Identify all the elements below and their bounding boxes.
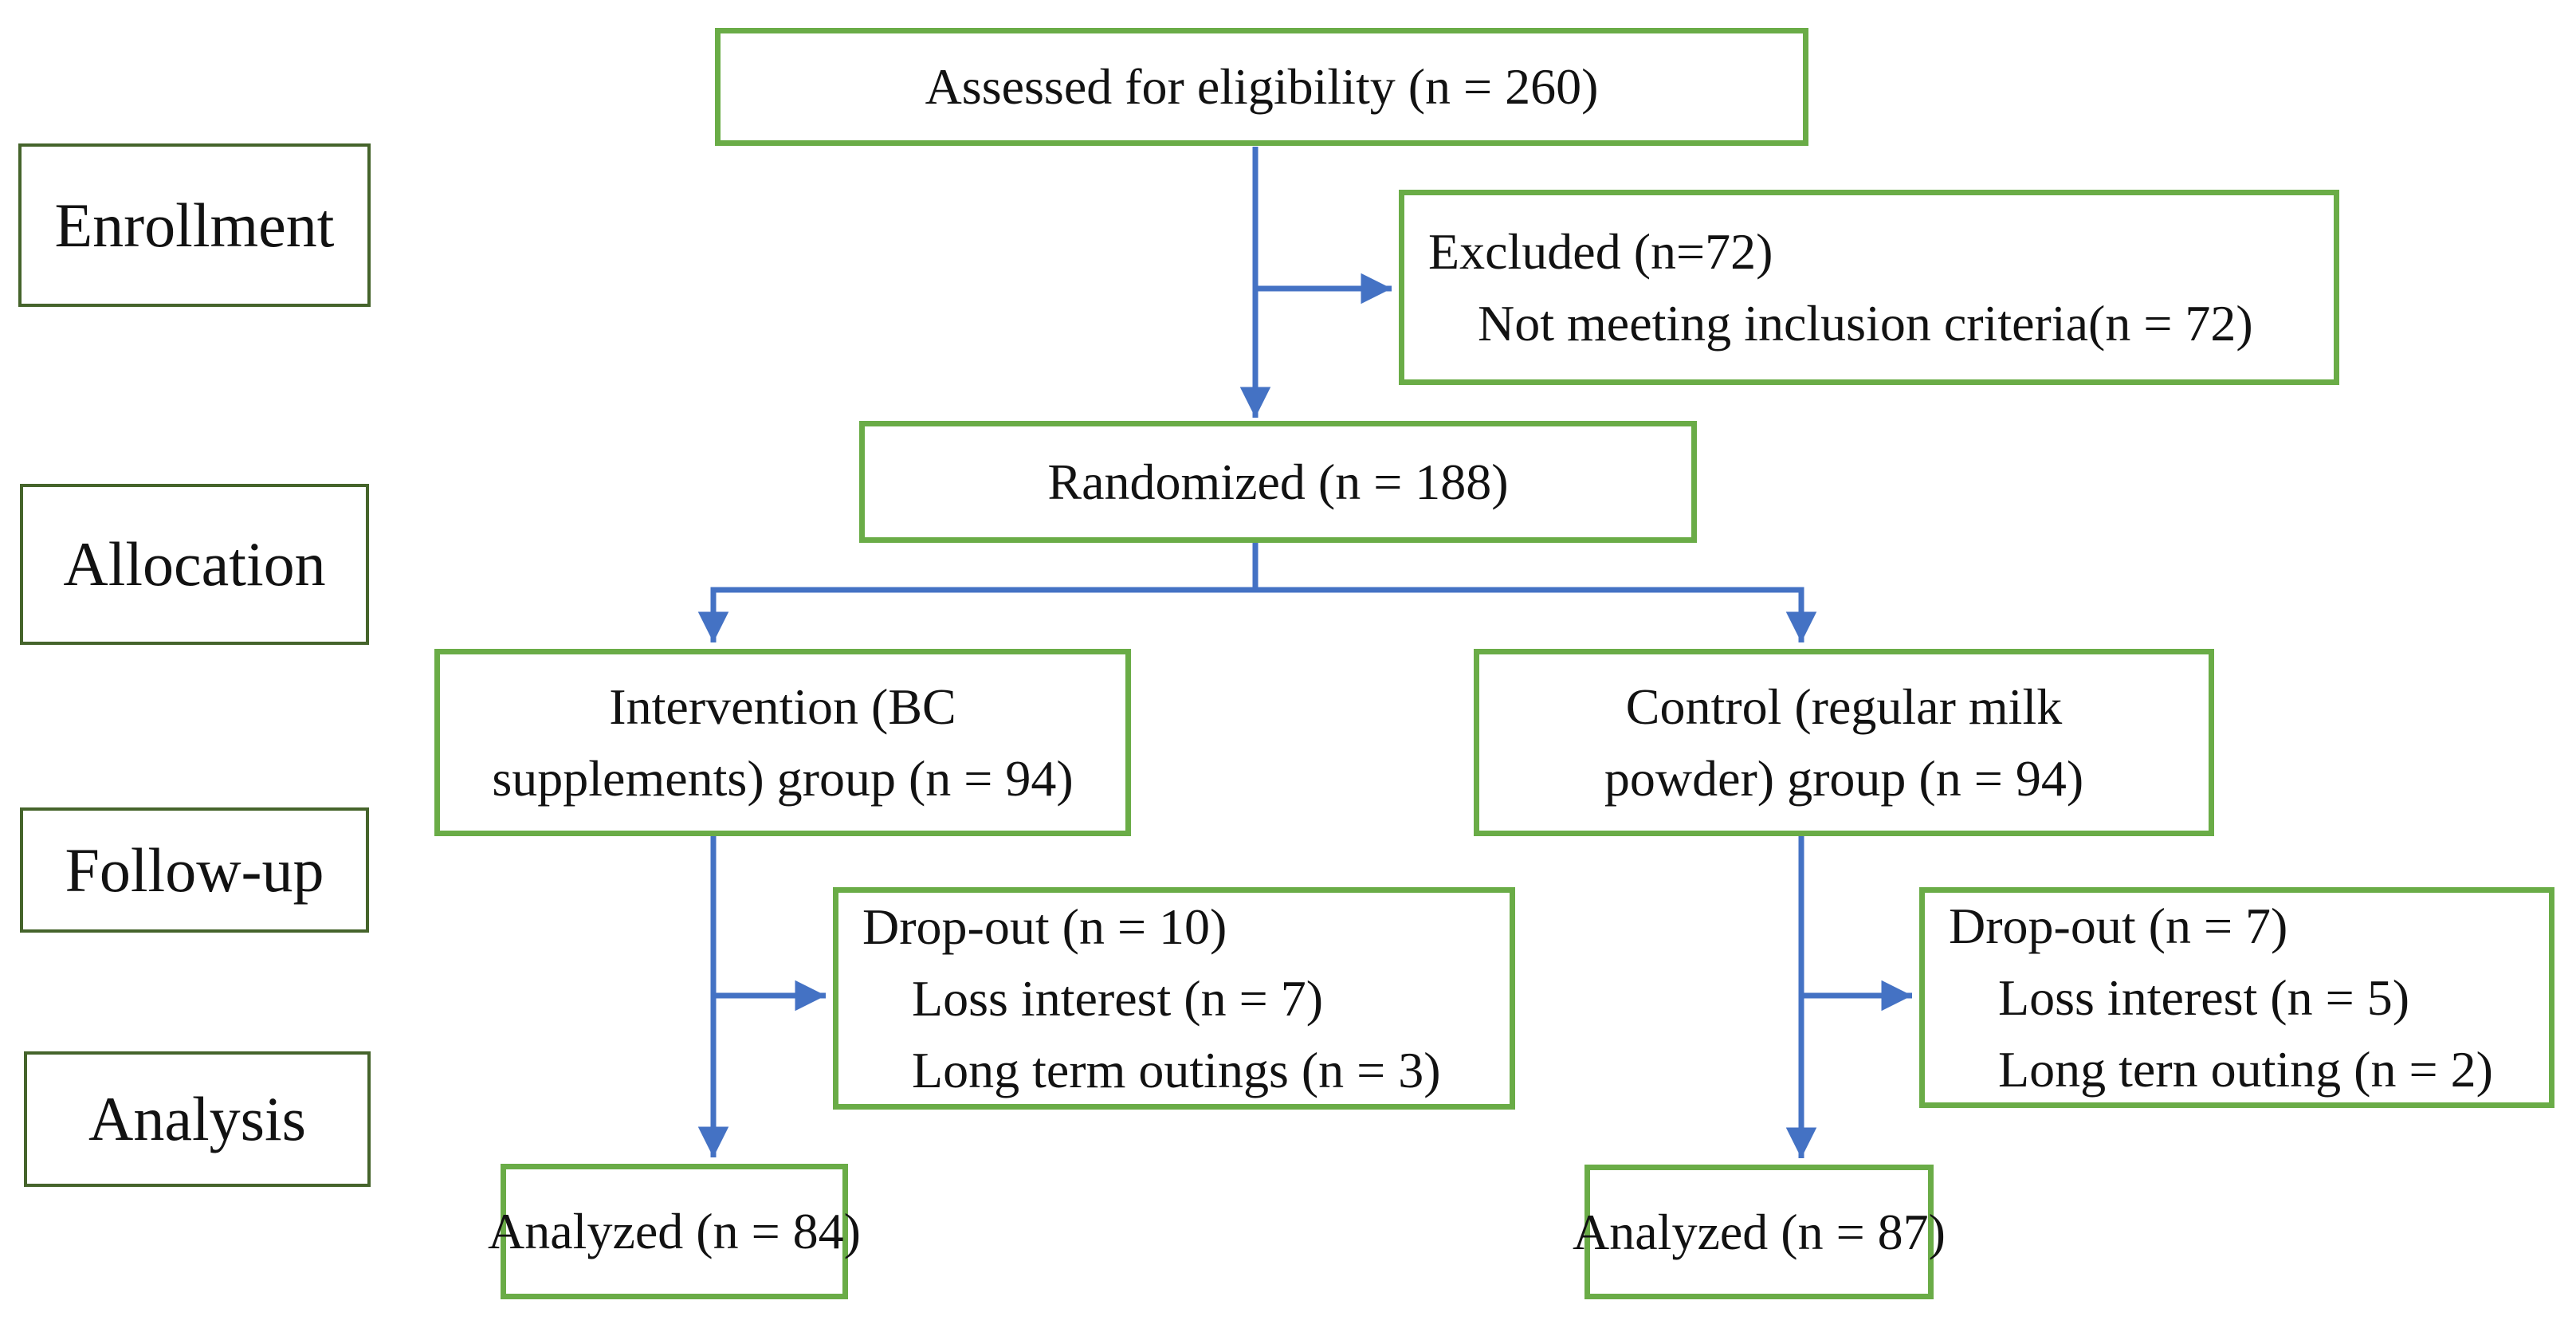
stage-label-analysis: Analysis <box>24 1051 371 1187</box>
dropout-reason2: Long tern outing (n = 2) <box>1998 1040 2493 1098</box>
node-excluded: Excluded (n=72) Not meeting inclusion cr… <box>1399 190 2339 385</box>
stage-label-text: Follow-up <box>65 835 324 905</box>
node-dropout-control: Drop-out (n = 7) Loss interest (n = 5) L… <box>1919 887 2554 1108</box>
dropout-reason1: Loss interest (n = 5) <box>1998 968 2409 1026</box>
node-text: Analyzed (n = 87) <box>1573 1203 1946 1260</box>
node-dropout-intervention: Drop-out (n = 10) Loss interest (n = 7) … <box>833 887 1515 1110</box>
dropout-reason2: Long term outings (n = 3) <box>912 1041 1441 1098</box>
node-analyzed-control: Analyzed (n = 87) <box>1573 1165 1946 1299</box>
excluded-title: Excluded (n=72) <box>1428 222 1773 280</box>
control-line2: powder) group (n = 94) <box>1604 749 2084 807</box>
stage-label-text: Enrollment <box>54 190 335 260</box>
node-text: Analyzed (n = 84) <box>488 1203 861 1259</box>
dropout-title: Drop-out (n = 7) <box>1949 897 2288 954</box>
node-randomized: Randomized (n = 188) <box>859 421 1697 543</box>
node-intervention-group: Intervention (BC supplements) group (n =… <box>434 649 1131 836</box>
control-line1: Control (regular milk <box>1625 678 2063 735</box>
dropout-title: Drop-out (n = 10) <box>862 898 1227 955</box>
intervention-line1: Intervention (BC <box>609 678 956 735</box>
stage-label-text: Analysis <box>88 1084 306 1153</box>
stage-label-allocation: Allocation <box>20 484 369 645</box>
node-text: Assessed for eligibility (n = 260) <box>925 58 1599 115</box>
stage-label-follow-up: Follow-up <box>20 807 369 933</box>
node-text: Randomized (n = 188) <box>1047 453 1509 510</box>
node-control-group: Control (regular milk powder) group (n =… <box>1474 649 2214 836</box>
node-analyzed-intervention: Analyzed (n = 84) <box>488 1164 861 1299</box>
intervention-line2: supplements) group (n = 94) <box>492 749 1074 807</box>
stage-label-enrollment: Enrollment <box>18 143 371 307</box>
stage-label-text: Allocation <box>63 529 326 599</box>
node-assessed-eligibility: Assessed for eligibility (n = 260) <box>715 28 1808 146</box>
excluded-reason: Not meeting inclusion criteria(n = 72) <box>1478 294 2253 352</box>
dropout-reason1: Loss interest (n = 7) <box>912 969 1323 1027</box>
